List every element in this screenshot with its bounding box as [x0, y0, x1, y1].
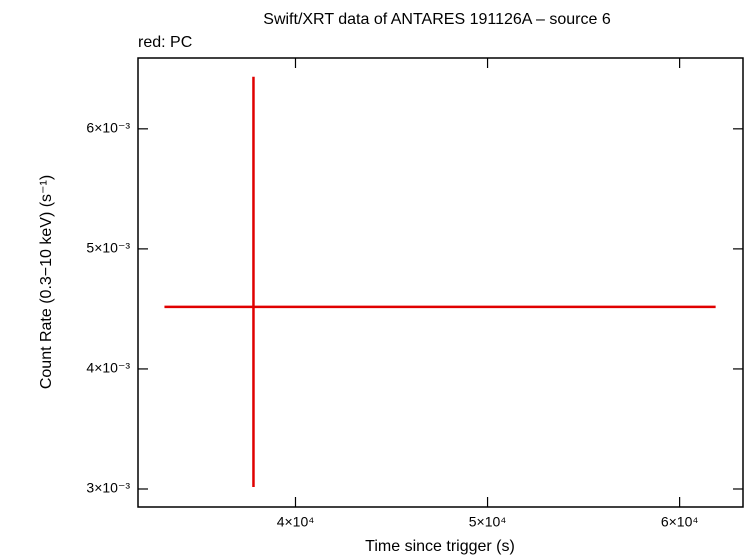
chart-title: Swift/XRT data of ANTARES 191126A – sour…: [263, 11, 611, 28]
x-tick-label: 4×10⁴: [277, 514, 315, 530]
x-tick-label: 6×10⁴: [661, 514, 699, 530]
y-tick-label: 3×10⁻³: [86, 480, 130, 496]
x-tick-label: 5×10⁴: [469, 514, 507, 530]
y-axis-label: Count Rate (0.3−10 keV) (s⁻¹): [38, 175, 55, 389]
x-axis-label: Time since trigger (s): [365, 538, 515, 555]
chart-subtitle: red: PC: [138, 34, 192, 51]
plot-frame: [137, 57, 744, 508]
y-tick-label: 4×10⁻³: [86, 360, 130, 376]
y-tick-label: 6×10⁻³: [86, 120, 130, 136]
y-tick-label: 5×10⁻³: [86, 240, 130, 256]
